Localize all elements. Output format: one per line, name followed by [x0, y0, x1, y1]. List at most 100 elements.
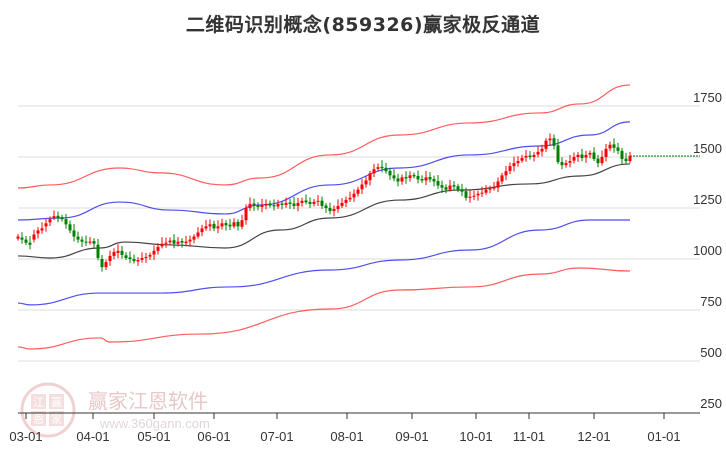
watermark-logo-cell	[49, 411, 64, 426]
candle-down	[68, 224, 72, 231]
candle-down	[444, 187, 448, 190]
candle-up	[344, 199, 348, 203]
candle-up	[488, 188, 492, 190]
watermark-logo-icon	[20, 382, 76, 438]
candle-up	[152, 250, 156, 255]
candle-up	[104, 262, 108, 268]
candle-up	[424, 177, 428, 181]
y-tick-label: 1500	[693, 141, 722, 156]
candle-up	[116, 250, 120, 253]
candle-down	[592, 152, 596, 160]
candle-down	[280, 203, 284, 205]
candle-down	[28, 242, 32, 245]
candle-up	[168, 240, 172, 243]
candlesticks	[16, 133, 632, 272]
candle-up	[240, 220, 244, 227]
candle-up	[108, 255, 112, 262]
candle-down	[224, 223, 228, 226]
candle-up	[568, 161, 572, 163]
candle-down	[380, 166, 384, 169]
candle-down	[324, 205, 328, 208]
candle-down	[308, 201, 312, 204]
candle-up	[524, 155, 528, 158]
middle-ma-line	[17, 163, 631, 259]
upper-inner-band	[17, 121, 631, 221]
watermark-logo-char: 赢	[51, 395, 62, 409]
candle-down	[252, 203, 256, 206]
candle-up	[336, 205, 340, 210]
candle-down	[456, 186, 460, 190]
candle-up	[176, 241, 180, 244]
candle-up	[576, 154, 580, 157]
candle-up	[300, 200, 304, 203]
candle-down	[528, 155, 532, 157]
x-tick-label: 06-01	[197, 429, 230, 444]
candle-down	[616, 147, 620, 151]
candle-down	[212, 223, 216, 229]
x-axis: 03-01 04-01 05-01 06-01 07-01 08-01 09-01 10-01…	[9, 412, 700, 444]
candle-down	[552, 138, 556, 146]
candle-down	[420, 179, 424, 181]
candle-down	[100, 259, 104, 268]
candle-up	[340, 202, 344, 206]
candle-up	[40, 228, 44, 231]
watermark-logo-cell	[31, 394, 46, 409]
candle-up	[512, 163, 516, 167]
candle-down	[620, 150, 624, 160]
candle-up	[468, 196, 472, 198]
candle-down	[288, 202, 292, 204]
candle-down	[72, 230, 76, 237]
candle-down	[236, 221, 240, 227]
candle-up	[220, 223, 224, 227]
candle-down	[624, 158, 628, 162]
x-tick-label: 10-01	[459, 429, 492, 444]
x-tick-label: 09-01	[395, 429, 428, 444]
candle-down	[612, 144, 616, 148]
candle-up	[408, 175, 412, 179]
candle-down	[392, 175, 396, 179]
candle-up	[544, 140, 548, 149]
watermark-logo-cell	[31, 411, 46, 426]
candle-down	[120, 250, 124, 255]
candle-down	[384, 167, 388, 172]
x-tick-label: 11-01	[513, 429, 545, 444]
candle-down	[388, 170, 392, 176]
candle-up	[356, 189, 360, 194]
candle-up	[540, 148, 544, 152]
candle-up	[244, 208, 248, 221]
candle-up	[364, 180, 368, 185]
candle-up	[188, 239, 192, 242]
candle-up	[260, 204, 264, 207]
candle-up	[204, 226, 208, 229]
candle-down	[460, 189, 464, 192]
channel-bands	[17, 84, 631, 350]
watermark-logo-char: 恩	[33, 413, 44, 426]
candle-up	[516, 161, 520, 164]
candle-up	[184, 241, 188, 244]
candle-down	[428, 176, 432, 180]
candle-up	[508, 166, 512, 171]
y-axis: 250 500 750 1000 1250 1500 1750	[693, 90, 722, 411]
candle-up	[16, 236, 20, 239]
candle-up	[628, 155, 632, 162]
candle-down	[80, 239, 84, 242]
candle-up	[400, 177, 404, 182]
candle-down	[596, 158, 600, 164]
candle-up	[360, 184, 364, 190]
candle-up	[604, 148, 608, 157]
candle-up	[296, 202, 300, 206]
gridlines	[18, 105, 700, 362]
candle-down	[92, 241, 96, 244]
candle-down	[128, 257, 132, 259]
candle-down	[172, 240, 176, 244]
candle-up	[504, 171, 508, 176]
candle-down	[580, 154, 584, 159]
candle-down	[180, 241, 184, 243]
candle-up	[492, 187, 496, 189]
x-tick-label: 08-01	[330, 429, 363, 444]
x-tick-label: 12-01	[577, 429, 610, 444]
candle-up	[348, 197, 352, 200]
y-tick-label: 750	[700, 294, 722, 309]
candle-down	[20, 237, 24, 240]
candle-up	[536, 151, 540, 155]
